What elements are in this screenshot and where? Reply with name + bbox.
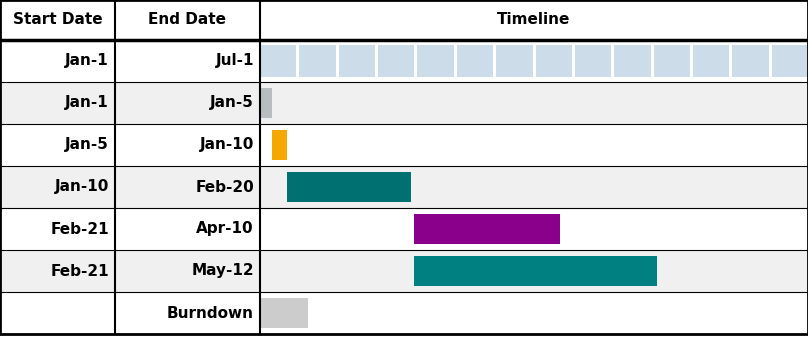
Bar [260, 40, 808, 82]
Text: Feb-21: Feb-21 [50, 264, 109, 278]
Text: Feb-21: Feb-21 [50, 221, 109, 237]
Bar [260, 292, 808, 334]
Text: Jan-5: Jan-5 [65, 137, 109, 153]
Text: Jan-1: Jan-1 [65, 54, 109, 68]
Text: Jan-10: Jan-10 [55, 180, 109, 194]
Bar [260, 124, 808, 166]
Bar [457, 44, 493, 78]
Bar [0, 208, 115, 250]
Bar [115, 292, 260, 334]
Bar [0, 292, 115, 334]
Text: Apr-10: Apr-10 [196, 221, 254, 237]
Bar [732, 44, 768, 78]
Text: Jan-5: Jan-5 [210, 95, 254, 111]
Text: Jan-10: Jan-10 [200, 137, 254, 153]
Bar [115, 40, 260, 82]
Bar [0, 40, 115, 82]
Bar [115, 82, 260, 124]
Bar [614, 44, 650, 78]
Bar [260, 88, 272, 118]
Bar [260, 298, 309, 328]
Bar [260, 0, 808, 40]
Bar [415, 214, 560, 244]
Bar [260, 208, 808, 250]
Bar [299, 44, 335, 78]
Text: Start Date: Start Date [13, 12, 103, 28]
Text: May-12: May-12 [191, 264, 254, 278]
Bar [260, 82, 808, 124]
Bar [574, 44, 611, 78]
Bar [0, 250, 115, 292]
Bar [418, 44, 454, 78]
Bar [693, 44, 730, 78]
Bar [115, 250, 260, 292]
Bar [115, 208, 260, 250]
Text: End Date: End Date [149, 12, 226, 28]
Bar [0, 166, 115, 208]
Bar [0, 82, 115, 124]
Text: Burndown: Burndown [167, 306, 254, 320]
Bar [0, 0, 115, 40]
Bar [339, 44, 375, 78]
Bar [115, 124, 260, 166]
Bar [536, 44, 572, 78]
Text: Timeline: Timeline [497, 12, 570, 28]
Bar [415, 256, 657, 286]
Text: Feb-20: Feb-20 [196, 180, 254, 194]
Text: Jan-1: Jan-1 [65, 95, 109, 111]
Bar [378, 44, 415, 78]
Bar [654, 44, 690, 78]
Bar [288, 172, 411, 202]
Bar [272, 130, 288, 160]
Bar [115, 166, 260, 208]
Text: Jul-1: Jul-1 [216, 54, 254, 68]
Bar [260, 250, 808, 292]
Bar [496, 44, 532, 78]
Bar [260, 166, 808, 208]
Bar [115, 0, 260, 40]
Bar [260, 44, 297, 78]
Bar [772, 44, 808, 78]
Bar [0, 124, 115, 166]
